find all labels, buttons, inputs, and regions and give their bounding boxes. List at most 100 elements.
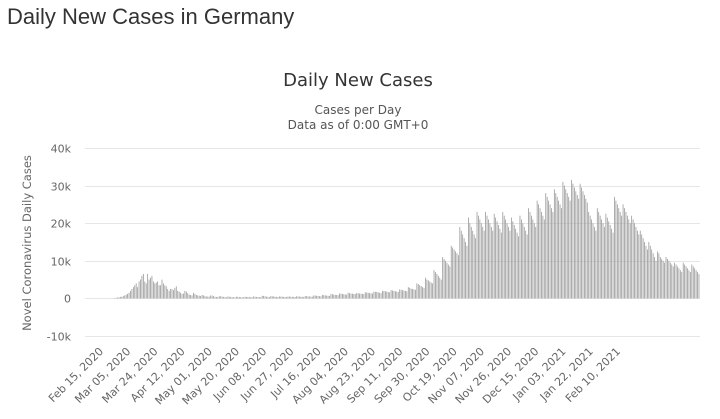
bar — [616, 201, 617, 299]
bar — [585, 199, 586, 299]
bar — [471, 227, 472, 298]
bar — [613, 233, 614, 299]
bar — [630, 223, 631, 298]
bar — [331, 294, 332, 299]
bar — [219, 296, 220, 298]
bar — [247, 297, 248, 298]
bar — [520, 216, 521, 299]
bar — [524, 227, 525, 298]
bar — [156, 283, 157, 299]
bar — [534, 223, 535, 298]
bar — [147, 274, 148, 298]
bar — [522, 223, 523, 298]
bar — [644, 242, 645, 298]
bar — [220, 296, 221, 298]
bar — [421, 286, 422, 298]
bar — [352, 294, 353, 299]
bar — [467, 246, 468, 299]
bar — [415, 290, 416, 299]
bar — [573, 184, 574, 299]
bar — [246, 297, 247, 299]
bar — [548, 201, 549, 299]
bar — [285, 297, 286, 299]
bar — [293, 297, 294, 299]
bar — [282, 297, 283, 299]
bar — [547, 197, 548, 299]
bar — [273, 297, 274, 299]
bar — [319, 296, 320, 298]
bar — [673, 266, 674, 298]
bar — [124, 295, 125, 298]
bar — [618, 208, 619, 298]
bar — [269, 297, 270, 298]
bar — [276, 297, 277, 299]
bar — [184, 291, 185, 299]
bar — [192, 295, 193, 298]
bar — [564, 186, 565, 299]
bar — [132, 289, 133, 298]
bar — [462, 234, 463, 298]
bar — [290, 297, 291, 299]
bar — [362, 294, 363, 299]
bar — [152, 276, 153, 299]
bar — [268, 297, 269, 299]
bar — [235, 297, 236, 298]
bar — [160, 285, 161, 298]
bar — [182, 294, 183, 299]
bar — [162, 280, 163, 299]
bar — [567, 193, 568, 298]
bar — [216, 297, 217, 299]
bar — [315, 296, 316, 299]
bar — [177, 291, 178, 299]
bar — [454, 250, 455, 299]
bar — [210, 295, 211, 298]
bar — [153, 281, 154, 298]
bar — [323, 295, 324, 298]
bar — [663, 261, 664, 299]
bar — [343, 294, 344, 298]
bar — [464, 238, 465, 298]
bar — [207, 297, 208, 299]
bar — [594, 227, 595, 298]
bar — [505, 219, 506, 298]
bar — [126, 295, 127, 299]
bar — [154, 283, 155, 298]
bar — [143, 274, 144, 298]
bar — [308, 296, 309, 298]
bar — [538, 204, 539, 298]
bar — [217, 297, 218, 298]
bar — [674, 263, 675, 299]
bar — [159, 285, 160, 298]
bar — [395, 291, 396, 298]
bar — [447, 263, 448, 299]
bar — [306, 296, 307, 298]
bar — [270, 296, 271, 298]
bar — [236, 297, 237, 299]
bar — [491, 227, 492, 298]
bar — [518, 236, 519, 298]
bar — [169, 291, 170, 299]
bar — [449, 266, 450, 298]
bar — [361, 294, 362, 299]
bar — [557, 197, 558, 299]
bar — [260, 297, 261, 298]
bar — [378, 292, 379, 298]
y-axis-label: Novel Coronavirus Daily Cases — [20, 155, 34, 331]
bar — [608, 221, 609, 298]
bar — [376, 292, 377, 298]
bar — [144, 281, 145, 298]
bar — [372, 294, 373, 299]
bar — [338, 295, 339, 298]
bar — [311, 297, 312, 299]
bar — [389, 292, 390, 298]
bar — [494, 214, 495, 299]
bar — [425, 278, 426, 299]
bar — [577, 195, 578, 298]
bar — [481, 223, 482, 298]
bar — [385, 291, 386, 298]
bar — [245, 297, 246, 299]
bar — [366, 293, 367, 299]
chart-title: Daily New Cases — [283, 70, 433, 91]
bar — [157, 281, 158, 298]
bar — [371, 293, 372, 298]
